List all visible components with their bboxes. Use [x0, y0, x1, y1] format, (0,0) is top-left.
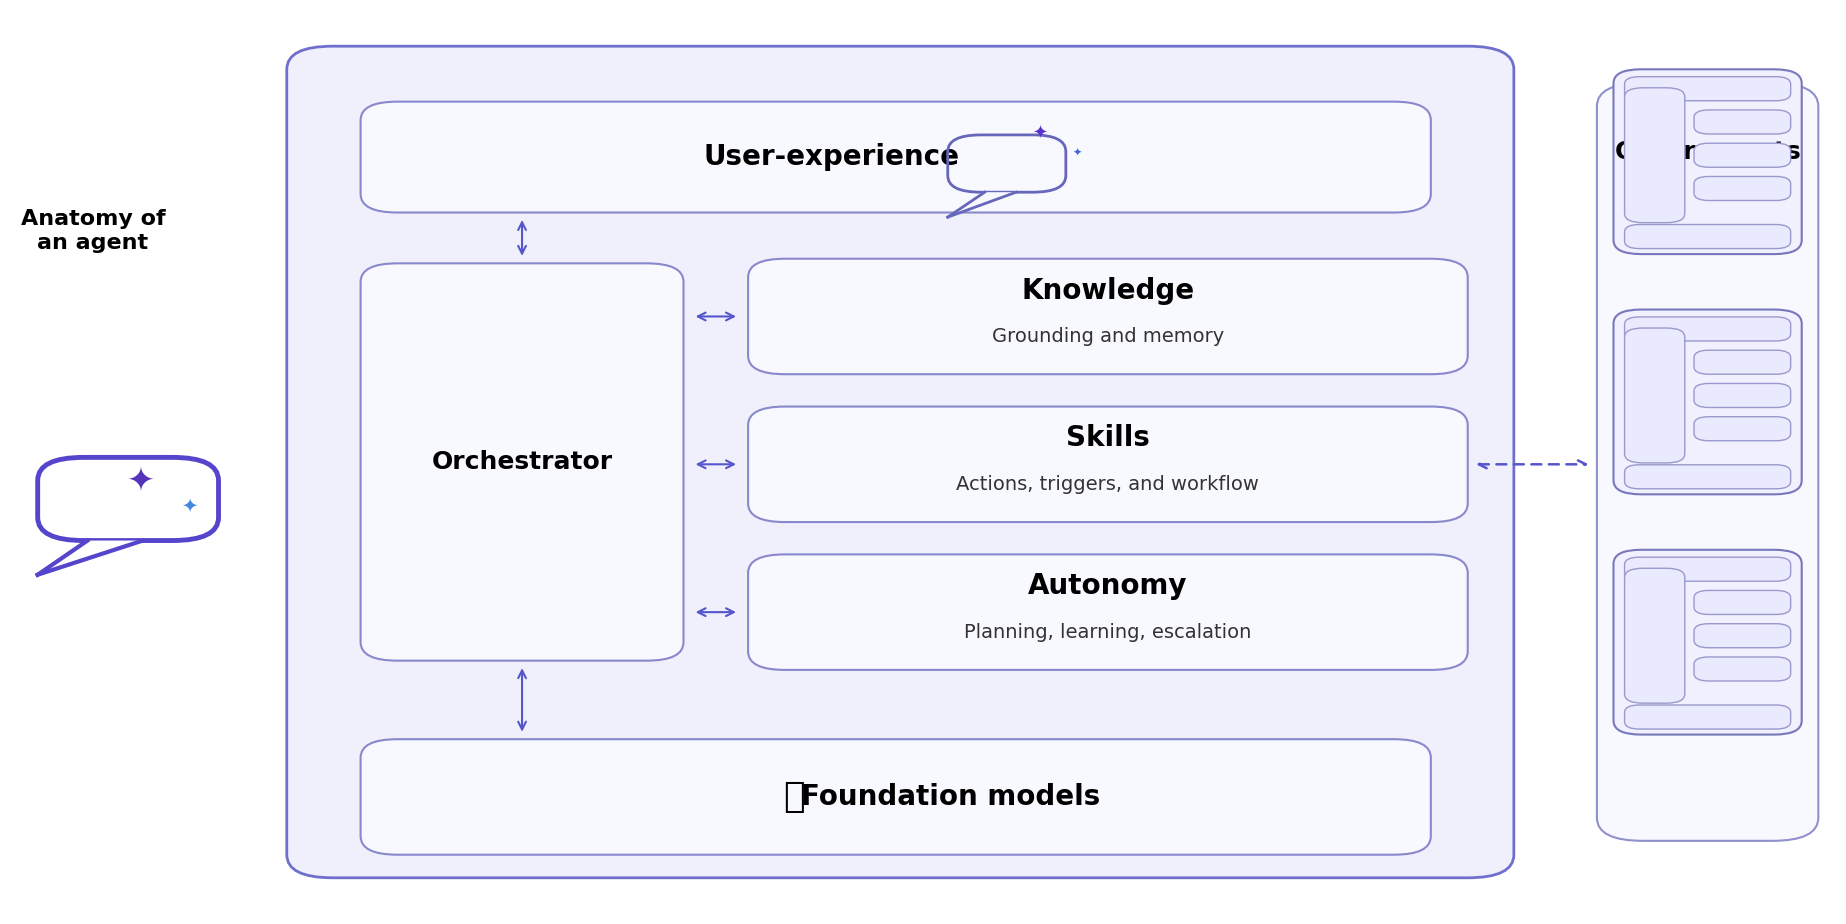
- FancyBboxPatch shape: [286, 46, 1514, 878]
- FancyBboxPatch shape: [1695, 143, 1791, 167]
- FancyBboxPatch shape: [1695, 350, 1791, 374]
- FancyBboxPatch shape: [1695, 417, 1791, 441]
- Text: Grounding and memory: Grounding and memory: [991, 327, 1224, 346]
- FancyBboxPatch shape: [1695, 590, 1791, 614]
- Text: 🧠: 🧠: [783, 780, 805, 814]
- Text: ✦: ✦: [1032, 125, 1047, 143]
- Polygon shape: [37, 541, 142, 575]
- FancyBboxPatch shape: [748, 259, 1468, 374]
- Text: Skills: Skills: [1065, 424, 1150, 453]
- FancyBboxPatch shape: [1695, 176, 1791, 201]
- Text: User-experience: User-experience: [703, 143, 960, 171]
- Text: Other agents: Other agents: [1615, 140, 1800, 164]
- Polygon shape: [947, 192, 1015, 217]
- Text: Foundation models: Foundation models: [801, 783, 1100, 811]
- FancyBboxPatch shape: [360, 263, 683, 661]
- FancyBboxPatch shape: [1624, 557, 1791, 581]
- FancyBboxPatch shape: [748, 407, 1468, 522]
- FancyBboxPatch shape: [1695, 624, 1791, 648]
- Text: Autonomy: Autonomy: [1028, 572, 1187, 601]
- FancyBboxPatch shape: [1624, 705, 1791, 729]
- FancyBboxPatch shape: [1624, 88, 1685, 223]
- FancyBboxPatch shape: [1613, 550, 1802, 735]
- FancyBboxPatch shape: [360, 102, 1431, 213]
- FancyBboxPatch shape: [1695, 657, 1791, 681]
- FancyBboxPatch shape: [1597, 83, 1818, 841]
- Text: Orchestrator: Orchestrator: [432, 450, 613, 474]
- Text: Planning, learning, escalation: Planning, learning, escalation: [964, 623, 1252, 642]
- Text: Anatomy of
an agent: Anatomy of an agent: [20, 210, 166, 252]
- Text: Actions, triggers, and workflow: Actions, triggers, and workflow: [956, 475, 1259, 494]
- FancyBboxPatch shape: [1624, 568, 1685, 703]
- FancyBboxPatch shape: [1695, 383, 1791, 407]
- Text: ✦: ✦: [1073, 148, 1082, 157]
- FancyBboxPatch shape: [1613, 69, 1802, 254]
- Text: ✦: ✦: [181, 497, 198, 516]
- Text: Knowledge: Knowledge: [1021, 276, 1194, 305]
- FancyBboxPatch shape: [360, 739, 1431, 855]
- FancyBboxPatch shape: [1624, 225, 1791, 249]
- FancyBboxPatch shape: [1624, 77, 1791, 101]
- FancyBboxPatch shape: [1624, 465, 1791, 489]
- FancyBboxPatch shape: [1624, 328, 1685, 463]
- FancyBboxPatch shape: [1695, 110, 1791, 134]
- FancyBboxPatch shape: [1624, 317, 1791, 341]
- Text: ✦: ✦: [127, 466, 155, 499]
- FancyBboxPatch shape: [748, 554, 1468, 670]
- FancyBboxPatch shape: [1613, 310, 1802, 494]
